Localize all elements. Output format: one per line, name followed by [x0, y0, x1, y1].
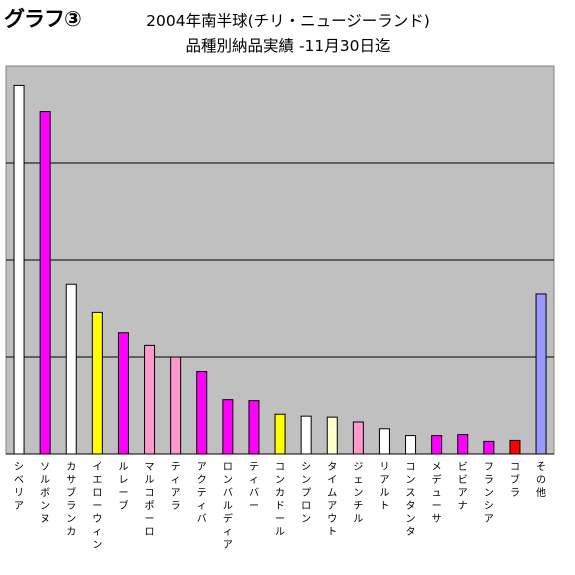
category-label-17: メデューサ [432, 462, 442, 525]
category-label-7: ティアラ [171, 462, 181, 512]
category-label-10: ティバー [249, 462, 259, 512]
category-label-9: ロンバルディア [223, 462, 233, 551]
bar-20 [509, 439, 521, 455]
bar-5 [117, 332, 129, 455]
category-label-15: リアルト [379, 462, 389, 512]
category-label-20: コブラ [510, 462, 520, 499]
bar-17 [431, 435, 443, 455]
category-label-12: シンプロン [301, 462, 311, 525]
category-label-19: フランシア [484, 462, 494, 525]
category-label-2: ソルボンヌ [40, 462, 50, 525]
bars [13, 84, 547, 455]
chart-title-line2: 品種別納品実績 -11月30日迄 [185, 37, 391, 55]
category-label-13: タイムアウト [327, 461, 337, 538]
category-label-5: ルレーブ [118, 462, 128, 512]
category-label-6: マルコポーロ [145, 462, 155, 538]
bar-9 [222, 399, 234, 455]
bar-1 [13, 84, 25, 455]
category-label-4: イエローウィン [92, 462, 102, 551]
category-label-21: その他 [536, 461, 546, 499]
bar-18 [457, 434, 469, 455]
bar-21 [535, 293, 547, 455]
chart-title-line1: 2004年南半球(チリ・ニュージーランド) [146, 12, 430, 30]
category-labels: シベリア ソルボンヌ カサブランカ イエローウィン ルレーブ マルコポーロ ティアラ アクティ… [14, 461, 546, 551]
category-label-11: コンカドール [275, 462, 285, 538]
bar-6 [144, 344, 156, 455]
bar-7 [170, 356, 182, 455]
bar-13 [326, 416, 338, 455]
bar-3 [65, 283, 77, 455]
bar-16 [405, 435, 417, 455]
bar-4 [91, 311, 103, 455]
bar-14 [352, 421, 364, 455]
category-label-14: ジェンチル [353, 462, 363, 525]
bar-12 [300, 415, 312, 455]
category-label-8: アクティバ [197, 462, 207, 525]
bar-2 [39, 111, 51, 455]
category-label-3: カサブランカ [66, 461, 76, 538]
bar-15 [378, 428, 390, 455]
bar-11 [274, 413, 286, 455]
bar-8 [196, 371, 208, 455]
graph-number-label: グラフ③ [4, 7, 82, 31]
bar-10 [248, 400, 260, 455]
category-label-1: シベリア [14, 462, 24, 512]
category-label-18: ビビアナ [458, 461, 468, 512]
category-label-16: コンスタンタ [406, 462, 416, 538]
bar-19 [483, 440, 495, 455]
